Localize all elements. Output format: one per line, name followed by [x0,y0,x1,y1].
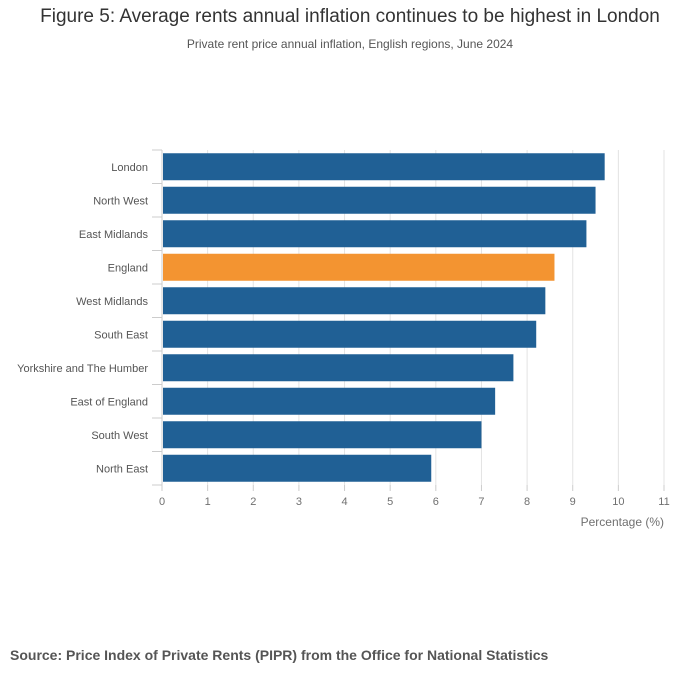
y-tick-label: South West [91,430,148,442]
bar-south-west [163,421,482,449]
bar-england [163,253,555,281]
bar-north-east [163,454,432,482]
source-note: Source: Price Index of Private Rents (PI… [10,647,549,663]
x-tick-label: 1 [205,496,211,508]
x-tick-label: 4 [341,496,347,508]
x-tick-label: 11 [658,496,669,508]
y-tick-label: Yorkshire and The Humber [17,363,148,375]
x-tick-label: 7 [478,496,484,508]
y-tick-label: South East [94,329,148,341]
y-tick-label: England [108,262,148,274]
x-tick-label: 9 [570,496,576,508]
x-tick-label: 6 [433,496,439,508]
x-tick-label: 3 [296,496,302,508]
bar-north-west [163,186,596,214]
chart-title: Figure 5: Average rents annual inflation… [40,6,660,27]
x-tick-label: 0 [159,496,165,508]
y-tick-label: London [111,162,148,174]
y-tick-label: West Midlands [76,296,148,308]
bar-west-midlands [163,287,546,315]
chart-subtitle: Private rent price annual inflation, Eng… [186,37,514,51]
x-tick-label: 10 [612,496,624,508]
x-tick-label: 8 [524,496,530,508]
x-tick-label: 5 [387,496,393,508]
x-tick-label: 2 [250,496,256,508]
bar-yorkshire-and-the-humber [163,354,514,382]
bar-east-midlands [163,220,587,248]
bar-east-of-england [163,387,496,415]
y-tick-label: East Midlands [79,229,149,241]
y-tick-label: East of England [70,396,148,408]
bar-south-east [163,320,537,348]
bar-london [163,153,605,181]
x-axis-label: Percentage (%) [581,515,664,529]
y-tick-label: North West [93,195,148,207]
y-tick-label: North East [96,463,148,475]
